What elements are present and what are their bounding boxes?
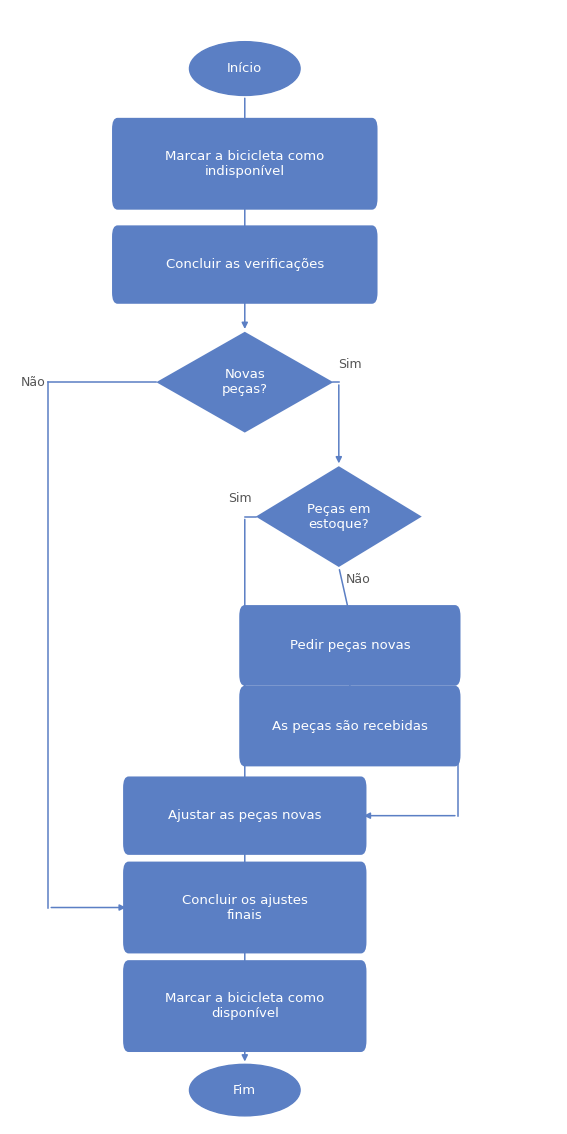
Text: Não: Não (345, 573, 370, 585)
Text: Sim: Sim (228, 492, 251, 506)
Polygon shape (256, 466, 422, 567)
Text: Não: Não (21, 375, 46, 389)
Text: Concluir os ajustes
finais: Concluir os ajustes finais (182, 894, 308, 922)
Text: Novas
peças?: Novas peças? (222, 369, 268, 396)
FancyBboxPatch shape (239, 606, 460, 686)
FancyBboxPatch shape (112, 118, 378, 210)
FancyBboxPatch shape (123, 862, 366, 954)
FancyBboxPatch shape (112, 226, 378, 304)
Text: Início: Início (227, 62, 263, 75)
Text: Concluir as verificações: Concluir as verificações (166, 259, 324, 271)
Text: Marcar a bicicleta como
disponível: Marcar a bicicleta como disponível (165, 992, 324, 1021)
Text: Pedir peças novas: Pedir peças novas (290, 638, 410, 652)
Text: Fim: Fim (233, 1084, 256, 1097)
Polygon shape (156, 332, 333, 432)
Text: Sim: Sim (338, 358, 361, 371)
Text: Marcar a bicicleta como
indisponível: Marcar a bicicleta como indisponível (165, 150, 324, 178)
FancyBboxPatch shape (123, 960, 366, 1052)
Text: Peças em
estoque?: Peças em estoque? (307, 502, 371, 531)
Ellipse shape (189, 42, 300, 95)
FancyBboxPatch shape (123, 777, 366, 855)
Text: Ajustar as peças novas: Ajustar as peças novas (168, 810, 321, 822)
Text: As peças são recebidas: As peças são recebidas (272, 720, 428, 733)
FancyBboxPatch shape (239, 686, 460, 767)
Ellipse shape (189, 1065, 300, 1116)
